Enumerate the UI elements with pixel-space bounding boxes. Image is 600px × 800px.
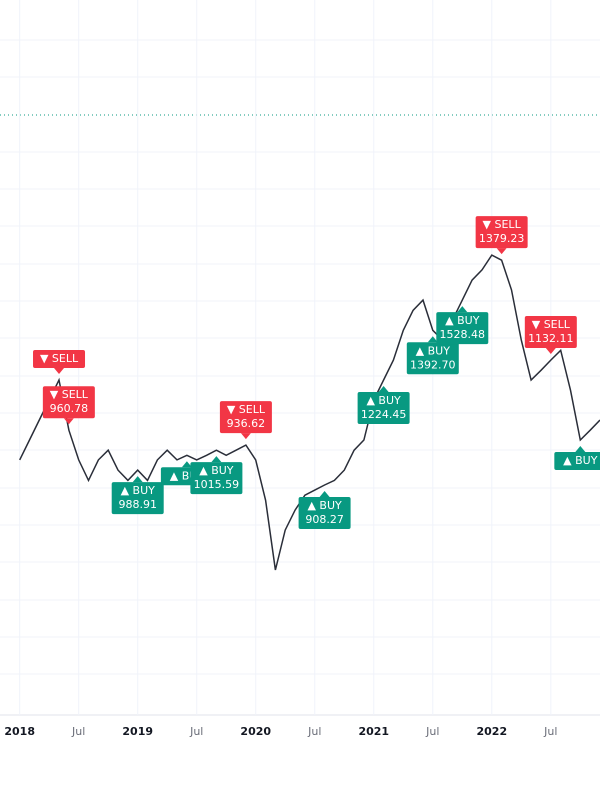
signal-box <box>33 350 86 369</box>
x-tick-label: 2019 <box>122 725 153 738</box>
signal-box <box>219 401 272 434</box>
signal-pointer <box>240 433 251 440</box>
signal-pointer <box>54 368 65 375</box>
signal-label: ▲ BUY <box>445 314 480 327</box>
signal-box <box>298 497 351 530</box>
signal-label: ▼ SELL <box>483 218 522 231</box>
signal-box <box>475 216 528 249</box>
x-tick-label: Jul <box>71 725 85 738</box>
signal-box <box>554 451 600 470</box>
signal-pointer <box>378 386 389 393</box>
signal-box <box>357 392 410 425</box>
x-tick-label: Jul <box>189 725 203 738</box>
buy-signal: ▲ BUY <box>554 445 600 470</box>
signal-label: ▲ BUY <box>199 464 234 477</box>
signal-pointer <box>132 476 143 483</box>
signal-box <box>42 386 95 419</box>
signal-pointer <box>319 491 330 498</box>
signal-price: 1392.70 <box>410 358 456 371</box>
signal-price: 1379.23 <box>479 232 525 245</box>
signal-box <box>190 462 243 495</box>
signal-price: 1015.59 <box>194 478 240 491</box>
signal-label: ▲ BUY <box>121 484 156 497</box>
price-line <box>19 254 600 571</box>
signal-pointer <box>496 248 507 255</box>
signal-price: 1528.48 <box>440 328 486 341</box>
signal-label: ▲ BUY <box>563 454 598 467</box>
signal-label: ▲ BUY <box>307 499 342 512</box>
signal-pointer <box>427 336 438 343</box>
signal-label: ▼ SELL <box>532 318 571 331</box>
signal-pointer <box>211 456 222 463</box>
signal-box <box>436 312 489 345</box>
x-tick-label: 2018 <box>4 725 35 738</box>
signal-price: 1224.45 <box>361 408 407 421</box>
signal-box <box>524 316 577 349</box>
signal-label: ▲ BUY <box>416 344 451 357</box>
signal-box <box>406 342 459 375</box>
signal-price: 908.27 <box>305 513 344 526</box>
x-tick-label: Jul <box>425 725 439 738</box>
signal-price: 936.62 <box>227 417 266 430</box>
x-tick-label: 2022 <box>476 725 507 738</box>
signal-pointer <box>181 461 192 468</box>
signal-label: ▼ SELL <box>40 352 79 365</box>
signal-label: ▼ SELL <box>50 388 89 401</box>
signal-label: ▲ BUY <box>366 394 401 407</box>
signal-box <box>111 482 164 515</box>
signal-pointer <box>63 418 74 425</box>
sell-signal: ▼ SELL <box>33 350 86 375</box>
h-grid <box>0 39 600 675</box>
signal-price: 988.91 <box>118 498 157 511</box>
signal-pointer <box>575 445 586 452</box>
signal-pointer <box>545 348 556 355</box>
signal-price: 960.78 <box>50 402 89 415</box>
x-tick-label: 2021 <box>358 725 389 738</box>
x-tick-label: 2020 <box>240 725 271 738</box>
x-tick-label: Jul <box>543 725 557 738</box>
signal-pointer <box>457 306 468 313</box>
x-tick-label: Jul <box>307 725 321 738</box>
signal-label: ▼ SELL <box>227 403 266 416</box>
signal-price: 1132.11 <box>528 332 574 345</box>
